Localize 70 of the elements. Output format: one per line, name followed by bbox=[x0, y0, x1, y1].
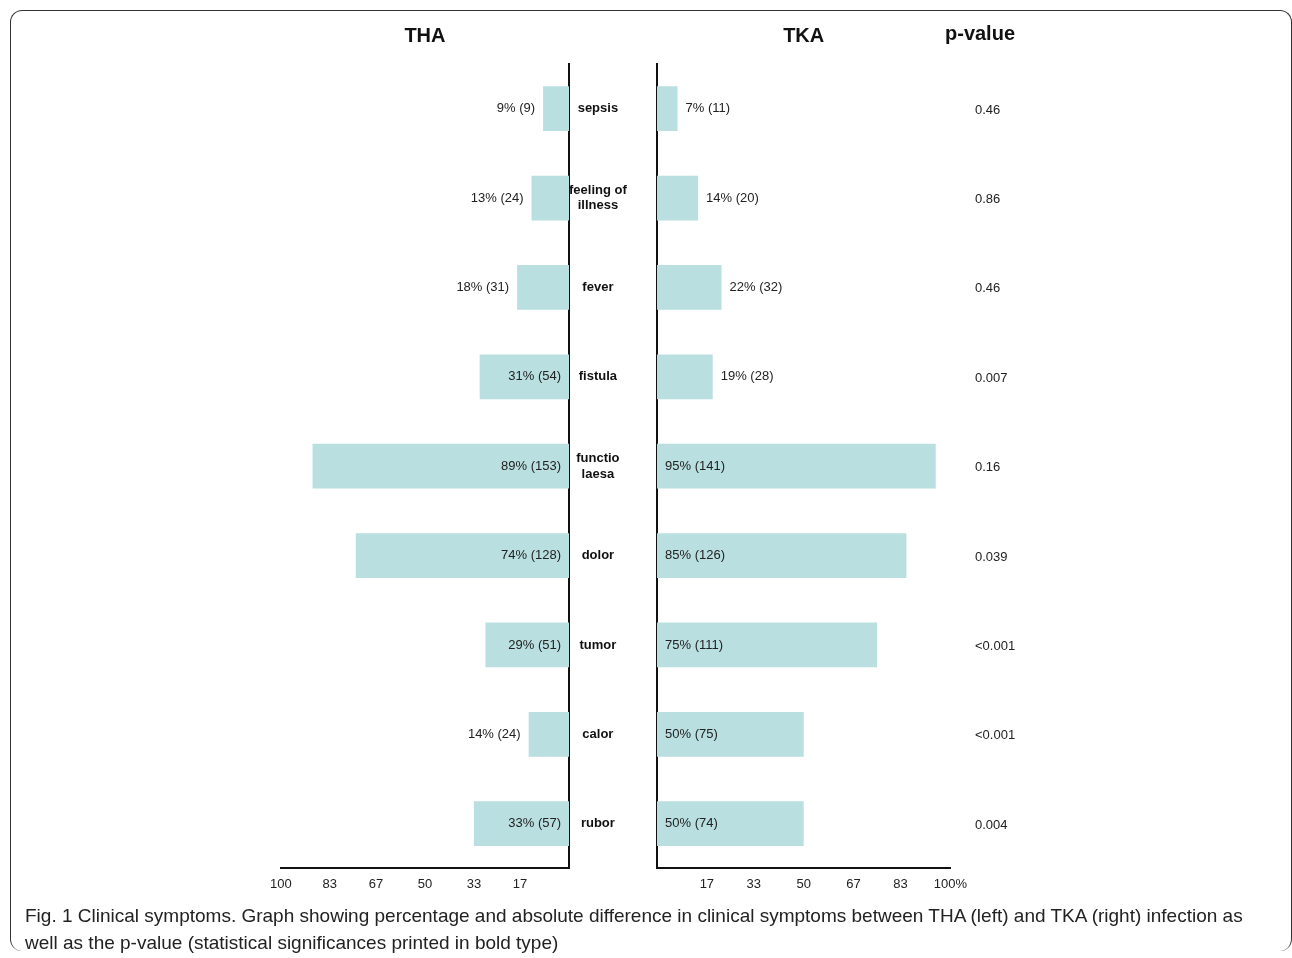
y-tick-label: feeling of illness bbox=[569, 181, 628, 213]
bar bbox=[657, 265, 722, 310]
bar bbox=[485, 622, 569, 668]
y-tick-label: calor bbox=[582, 725, 614, 741]
text: 0.004 bbox=[975, 816, 1008, 832]
x-tick-label: 83 bbox=[893, 875, 908, 891]
x-tick-label: 100 bbox=[269, 875, 292, 891]
data-label: 50% (75) bbox=[665, 725, 718, 741]
y-tick-label: dolor bbox=[581, 547, 615, 563]
chart-title: TKA bbox=[783, 23, 825, 46]
data-label: 50% (74) bbox=[665, 815, 718, 831]
x-tick-label: 50 bbox=[417, 875, 433, 891]
bar bbox=[657, 443, 936, 489]
text: 0.46 bbox=[975, 279, 1001, 295]
text: <0.001 bbox=[975, 637, 1016, 653]
data-label: 9% (9) bbox=[496, 100, 536, 116]
text: 0.86 bbox=[975, 190, 1001, 206]
text: p-value bbox=[945, 22, 1016, 45]
y-tick-label: fever bbox=[582, 279, 614, 295]
data-label: 13% (24) bbox=[470, 189, 524, 205]
data-label: 29% (51) bbox=[508, 636, 561, 652]
x-tick-label: 50 bbox=[796, 875, 811, 891]
bar bbox=[479, 354, 569, 400]
bar bbox=[528, 711, 569, 757]
data-label: 31% (54) bbox=[508, 368, 561, 384]
text: 0.007 bbox=[975, 369, 1008, 385]
bar bbox=[312, 443, 569, 489]
bar bbox=[657, 711, 804, 757]
data-label: 18% (31) bbox=[456, 279, 510, 295]
caption: Fig. 1 Clinical symptoms. Graph showing percentage and absolute difference in clinical symptoms between THA (left) and TKA (right) infection as well as the p-value (statistical significances printed in bold type) bbox=[25, 904, 1244, 955]
text: 0.16 bbox=[975, 458, 1001, 474]
bar bbox=[657, 175, 699, 221]
x-tick-label: 100% bbox=[933, 875, 968, 891]
x-tick-label: 17 bbox=[512, 875, 528, 891]
chart-title: THA bbox=[404, 23, 446, 46]
bar bbox=[657, 801, 804, 847]
data-label: 74% (128) bbox=[501, 547, 561, 563]
x-tick-label: 67 bbox=[368, 875, 384, 891]
x-tick-label: 17 bbox=[699, 875, 715, 891]
y-tick-label: fistula bbox=[578, 368, 618, 384]
data-label: 7% (11) bbox=[685, 100, 731, 116]
data-label: 75% (111) bbox=[665, 636, 724, 652]
y-tick-label: sepsis bbox=[577, 100, 619, 116]
bar bbox=[517, 265, 569, 310]
y-tick-label: functio laesa bbox=[576, 449, 620, 481]
bar bbox=[473, 801, 569, 847]
x-tick-label: 67 bbox=[846, 875, 861, 891]
bar bbox=[355, 533, 569, 578]
data-label: 22% (32) bbox=[729, 279, 783, 295]
data-label: 89% (153) bbox=[501, 457, 561, 473]
text: 0.46 bbox=[975, 101, 1001, 117]
text: 0.039 bbox=[975, 548, 1008, 564]
data-label: 14% (20) bbox=[706, 189, 759, 205]
data-label: 14% (24) bbox=[467, 725, 521, 741]
data-label: 85% (126) bbox=[665, 547, 725, 563]
data-label: 19% (28) bbox=[720, 368, 774, 384]
x-tick-label: 33 bbox=[466, 875, 482, 891]
bar bbox=[657, 533, 907, 578]
bar bbox=[543, 86, 569, 132]
x-tick-label: 83 bbox=[322, 875, 338, 891]
bar bbox=[531, 175, 569, 221]
data-label: 33% (57) bbox=[508, 815, 561, 831]
y-tick-label: tumor bbox=[579, 636, 617, 652]
data-label: 95% (141) bbox=[665, 457, 725, 473]
text: <0.001 bbox=[975, 726, 1016, 742]
bar bbox=[657, 354, 713, 400]
bar bbox=[657, 622, 878, 668]
x-tick-label: 33 bbox=[746, 875, 762, 891]
y-tick-label: rubor bbox=[580, 815, 615, 831]
bar bbox=[657, 86, 678, 132]
